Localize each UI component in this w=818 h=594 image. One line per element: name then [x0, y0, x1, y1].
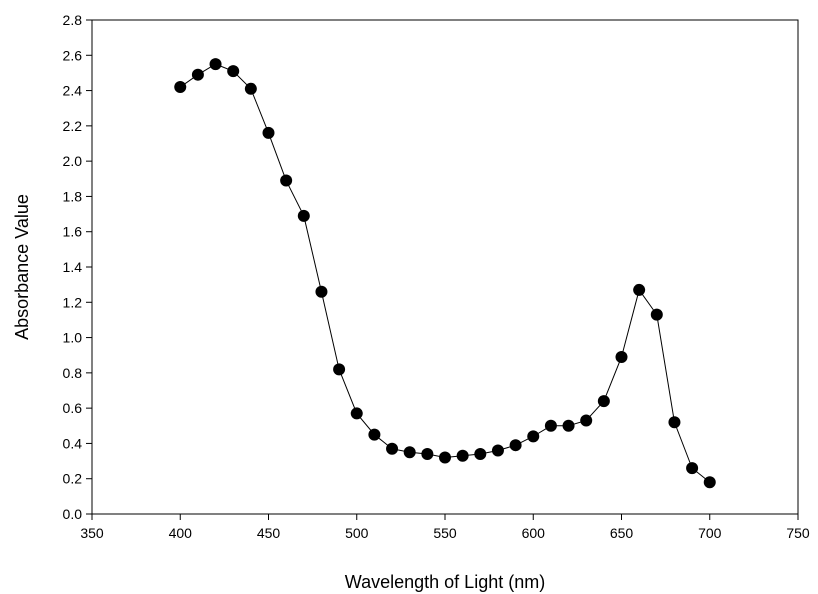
data-point: [597, 395, 610, 408]
data-point: [280, 174, 293, 187]
x-tick-label: 500: [345, 525, 369, 541]
y-tick-label: 2.8: [63, 12, 83, 28]
data-point: [615, 350, 628, 363]
data-point: [439, 451, 451, 464]
data-point: [209, 58, 222, 71]
data-point: [527, 430, 540, 443]
y-tick-label: 2.0: [63, 153, 83, 169]
data-point: [509, 439, 522, 452]
data-point: [491, 444, 504, 457]
y-tick-label: 0.0: [63, 506, 83, 522]
data-point: [386, 442, 399, 455]
y-tick-label: 0.6: [63, 400, 83, 416]
data-point: [650, 308, 663, 321]
x-tick-label: 450: [257, 525, 281, 541]
data-point: [227, 65, 240, 78]
data-point: [297, 209, 310, 222]
y-tick-label: 1.6: [63, 224, 83, 240]
data-point: [633, 283, 646, 296]
y-axis-label: Absorbance Value: [12, 194, 32, 340]
data-point: [703, 476, 716, 489]
data-point: [562, 419, 575, 432]
x-axis-label: Wavelength of Light (nm): [345, 572, 545, 592]
x-tick-label: 750: [786, 525, 810, 541]
y-tick-label: 0.2: [63, 471, 83, 487]
data-point: [686, 462, 699, 475]
x-tick-label: 350: [80, 525, 104, 541]
y-tick-label: 2.4: [63, 83, 83, 99]
data-point: [333, 363, 346, 376]
data-point: [668, 416, 681, 429]
y-axis-ticks: 0.0 0.2 0.4 0.6 0.8 1.0 1.2 1.4 1.6 1.8 2.0 2.2 2.4 2…: [63, 12, 92, 522]
series-line: [179, 63, 711, 483]
x-axis-ticks: 350 400 450 500 550 600 650 700 750: [80, 514, 810, 541]
plot-border: [91, 19, 799, 515]
y-tick-label: 1.2: [63, 294, 83, 310]
series-layer: [174, 58, 716, 489]
x-tick-label: 600: [522, 525, 546, 541]
data-point: [174, 81, 187, 94]
data-point: [315, 285, 328, 298]
y-tick-label: 2.6: [63, 47, 83, 63]
plot-frame: [91, 19, 799, 515]
data-point: [368, 428, 381, 441]
data-point: [191, 68, 204, 81]
y-tick-label: 1.0: [63, 330, 83, 346]
y-tick-label: 1.8: [63, 188, 83, 204]
y-tick-label: 2.2: [63, 118, 83, 134]
data-point: [456, 449, 469, 462]
y-tick-label: 0.4: [63, 435, 83, 451]
x-tick-label: 650: [610, 525, 634, 541]
y-tick-label: 1.4: [63, 259, 83, 275]
data-point: [350, 407, 363, 420]
data-point: [474, 448, 487, 461]
data-point: [580, 414, 593, 427]
x-tick-label: 550: [433, 525, 457, 541]
data-point: [421, 448, 434, 461]
data-point: [244, 82, 257, 95]
data-point: [262, 126, 275, 139]
x-tick-label: 700: [698, 525, 722, 541]
y-tick-label: 0.8: [63, 365, 83, 381]
x-tick-label: 400: [169, 525, 193, 541]
data-point: [544, 419, 557, 432]
data-point: [403, 446, 416, 459]
